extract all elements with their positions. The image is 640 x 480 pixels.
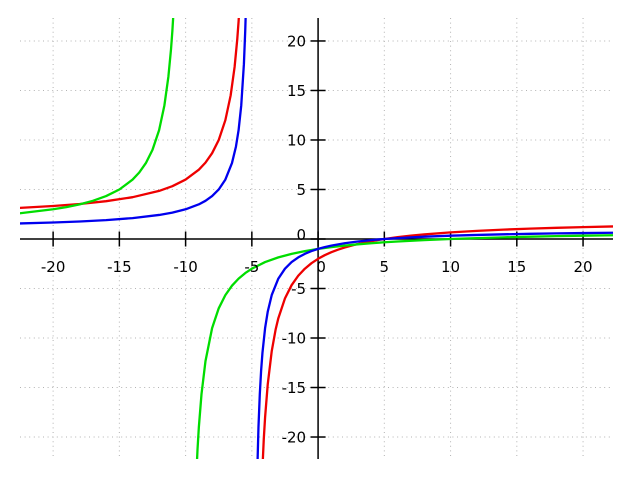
x-tick-label: -20 [41, 258, 66, 276]
green-curve [20, 18, 175, 215]
y-tick-label: 5 [297, 181, 307, 199]
red-curve [20, 18, 240, 210]
y-tick-label: -5 [291, 280, 306, 298]
y-tick-label: 15 [287, 82, 306, 100]
x-tick-label: -5 [244, 258, 259, 276]
x-tick-label: 10 [441, 258, 460, 276]
y-tick-label: -15 [282, 379, 307, 397]
x-tick-label: 0 [316, 258, 326, 276]
y-tick-label: -10 [282, 330, 307, 348]
blue-curve [256, 231, 613, 459]
x-tick-label: 5 [380, 258, 390, 276]
x-tick-label: 20 [574, 258, 593, 276]
y-tick-label: 10 [287, 131, 306, 149]
y-tick-label: 20 [287, 32, 306, 50]
blue-curve [20, 18, 247, 225]
y-tick-label: -20 [282, 429, 307, 447]
green-curve [195, 234, 613, 459]
x-tick-label: -15 [107, 258, 132, 276]
curves-layer [20, 18, 613, 459]
x-tick-label: -10 [173, 258, 198, 276]
red-curve [261, 225, 613, 459]
x-tick-label: 15 [507, 258, 526, 276]
y-tick-label: 0 [297, 226, 307, 244]
